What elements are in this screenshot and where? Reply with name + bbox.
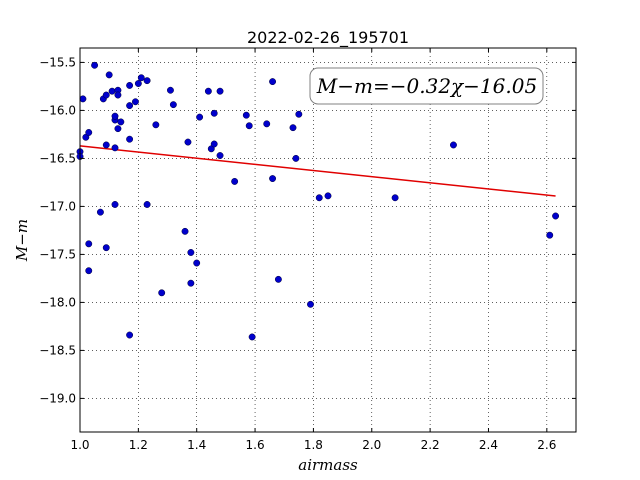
y-tick-label: −17.0 (39, 199, 76, 213)
data-point (210, 140, 218, 148)
data-point (248, 333, 256, 341)
data-point (450, 141, 457, 149)
data-point (102, 244, 110, 252)
x-tick-label: 2.2 (421, 438, 440, 452)
data-point (193, 259, 201, 267)
data-point (131, 98, 139, 106)
data-point (552, 212, 560, 220)
data-point (143, 201, 151, 208)
data-points (76, 61, 560, 341)
x-axis-label: airmass (298, 456, 358, 474)
data-point (105, 71, 113, 79)
data-point (126, 81, 134, 89)
plot-frame (79, 47, 577, 433)
data-point (204, 87, 212, 95)
data-point (184, 138, 192, 146)
y-tick-label: −18.5 (39, 343, 76, 357)
data-point (295, 110, 303, 118)
y-tick-label: −19.0 (39, 391, 76, 405)
data-point (126, 331, 134, 339)
data-point (324, 192, 332, 200)
data-point (269, 175, 277, 183)
data-point (274, 275, 282, 283)
y-tick-label: −18.0 (39, 295, 76, 309)
data-point (158, 289, 166, 297)
data-point (242, 111, 250, 119)
data-point (187, 279, 195, 287)
annotation-box (309, 67, 544, 105)
data-point (289, 124, 297, 132)
data-point (114, 125, 122, 133)
data-point (307, 300, 314, 308)
y-tick-label: −17.5 (39, 247, 76, 261)
fit-equation: M−m=−0.32χ−16.05 (316, 74, 537, 98)
y-tick-label: −16.0 (39, 103, 76, 117)
data-point (85, 267, 93, 275)
data-point (114, 91, 122, 99)
x-tick-label: 2.0 (362, 438, 381, 452)
data-point (85, 129, 93, 136)
x-tick-label: 2.6 (537, 438, 556, 452)
x-tick-label: 2.4 (479, 438, 498, 452)
data-point (216, 87, 224, 95)
data-point (231, 177, 239, 185)
data-point (117, 118, 125, 126)
data-point (143, 77, 151, 85)
x-tick-label: 1.6 (246, 438, 265, 452)
data-point (269, 78, 277, 86)
data-point (102, 91, 110, 99)
x-tick-label: 1.8 (304, 438, 323, 452)
data-point (111, 144, 119, 152)
data-point (111, 112, 119, 120)
chart-title: 2022-02-26_195701 (247, 28, 409, 48)
x-axis-ticks: 1.0 1.2 1.4 1.6 1.8 2.0 2.2 2.4 2.6 (70, 48, 556, 452)
data-point (292, 154, 300, 162)
data-point (79, 95, 87, 103)
data-point (96, 208, 104, 216)
data-point (126, 135, 134, 143)
fit-annotation: M−m=−0.32χ−16.05 (309, 67, 544, 105)
data-point (102, 141, 110, 149)
data-point (315, 194, 323, 202)
y-tick-label: −15.5 (39, 55, 76, 69)
data-point (210, 109, 218, 117)
data-point (85, 240, 93, 248)
grid (79, 48, 576, 432)
data-point (187, 249, 195, 256)
data-point (108, 87, 116, 95)
data-point (169, 101, 177, 109)
data-point (137, 74, 145, 82)
y-axis-ticks: −15.5 −16.0 −16.5 −17.0 −17.5 −18.0 −18.5 −19.0 (39, 55, 576, 405)
y-axis-label: M−m (13, 219, 31, 262)
y-tick-label: −16.5 (39, 151, 76, 165)
data-point (263, 120, 271, 128)
x-tick-label: 1.0 (70, 438, 89, 452)
data-point (152, 121, 160, 129)
data-point (546, 231, 554, 239)
data-point (126, 102, 134, 110)
data-point (216, 152, 224, 159)
data-point (245, 122, 253, 130)
fit-layer (79, 145, 556, 197)
data-point (91, 61, 99, 69)
data-point (196, 113, 204, 121)
fit-line (79, 145, 556, 197)
x-tick-label: 1.4 (187, 438, 206, 452)
data-point (111, 201, 119, 208)
data-point (166, 86, 174, 94)
data-point (134, 80, 142, 87)
x-tick-label: 1.2 (129, 438, 148, 452)
data-point (181, 227, 189, 235)
data-point (391, 194, 399, 202)
